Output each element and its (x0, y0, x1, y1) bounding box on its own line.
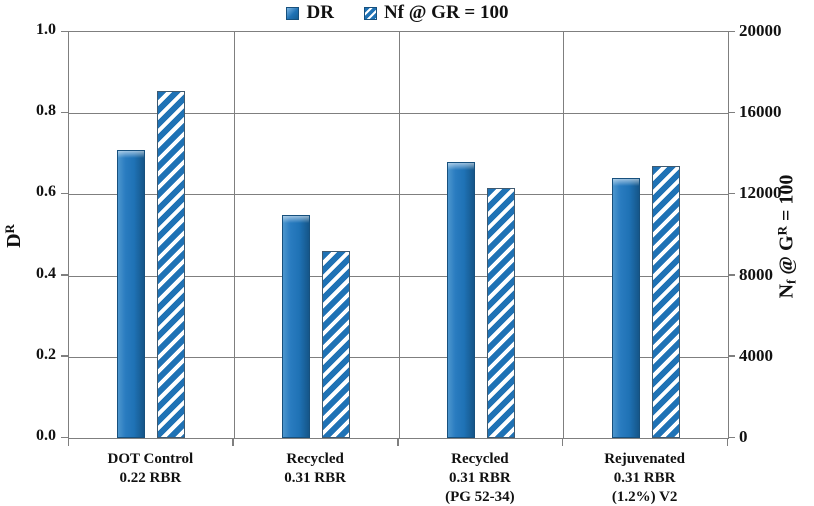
legend-label-nf: Nf @ GR = 100 (383, 2, 509, 23)
bar-nf (486, 188, 515, 438)
category-label-line: Rejuvenated (604, 451, 686, 467)
category-label-line: 0.31 RBR (613, 470, 676, 486)
left-axis-tick-label: 0.8 (36, 102, 56, 120)
right-axis-tick (728, 274, 735, 276)
right-axis-tick-label: 4000 (739, 345, 773, 365)
category-label-line: 0.22 RBR (119, 470, 182, 486)
right-axis-tick-label: 8000 (739, 264, 773, 284)
left-axis-tick-label: 1.0 (36, 21, 56, 38)
plot-area (68, 31, 729, 439)
right-axis-title-sup: R (774, 226, 790, 236)
legend-item-dr: DR (286, 2, 334, 24)
right-axis-title-base: N (775, 283, 798, 299)
left-axis-tick (61, 355, 68, 357)
right-axis-title: Nf @ GR = 100 (775, 147, 800, 327)
left-axis-tick (61, 111, 68, 114)
bar-nf (157, 90, 186, 438)
left-axis-tick (61, 30, 68, 32)
legend-label-dr: DR (306, 2, 334, 23)
right-axis-tick (728, 355, 735, 357)
category-label-line: 0.31 RBR (284, 470, 346, 486)
left-axis-tick-label: 0.4 (36, 264, 56, 282)
bar-dr (611, 178, 640, 438)
right-axis-tick (728, 192, 735, 195)
bar-dr (446, 161, 475, 438)
vertical-gridline (563, 32, 565, 438)
right-axis-tick (728, 111, 735, 114)
bar-nf (322, 251, 351, 438)
chart-legend: DR Nf @ GR = 100 (68, 0, 727, 26)
category-label: Recycled 0.31 RBR (PG 52-34) (398, 450, 563, 506)
solid-swatch-icon (286, 6, 300, 20)
left-axis-title-base: D (3, 233, 25, 248)
left-axis-tick (61, 436, 68, 438)
category-label-line: Recycled (451, 451, 509, 467)
left-axis-title-sup: R (2, 224, 17, 234)
category-label: DOT Control 0.22 RBR (68, 450, 233, 488)
right-axis-tick (728, 436, 735, 438)
x-axis-tick (561, 439, 564, 446)
right-axis-tick-label: 20000 (739, 21, 782, 40)
category-label-line: (1.2%) V2 (611, 489, 678, 505)
legend-item-nf: Nf @ GR = 100 (363, 2, 509, 24)
right-axis-tick-label: 16000 (739, 102, 782, 122)
x-axis-tick (67, 439, 69, 446)
category-label-line: DOT Control (107, 451, 194, 467)
x-axis-tick (232, 439, 234, 446)
left-axis-title: DR (2, 156, 26, 316)
category-label-line: 0.31 RBR (449, 470, 511, 486)
left-axis-tick-label: 0.0 (36, 427, 56, 444)
bar-dr (282, 214, 311, 438)
x-axis-tick (726, 439, 728, 446)
left-axis-tick-label: 0.2 (36, 345, 56, 363)
bar-dr (117, 149, 146, 438)
vertical-gridline (398, 32, 400, 438)
category-label: Rejuvenated 0.31 RBR (1.2%) V2 (562, 450, 727, 506)
right-axis-tick (728, 30, 735, 32)
left-axis-tick (61, 274, 68, 276)
left-axis-tick-label: 0.6 (36, 183, 56, 201)
bar-nf (651, 165, 680, 438)
vertical-gridline (233, 32, 235, 438)
category-label: Recycled 0.31 RBR (233, 450, 398, 488)
right-axis-tick-label: 0 (739, 427, 748, 446)
category-label-line: Recycled (286, 451, 344, 467)
category-label-line: (PG 52-34) (445, 489, 515, 505)
right-axis-tick-label: 12000 (739, 183, 782, 203)
left-axis-tick (61, 192, 68, 195)
x-axis-tick (397, 439, 399, 446)
hatched-swatch-icon (363, 6, 377, 20)
